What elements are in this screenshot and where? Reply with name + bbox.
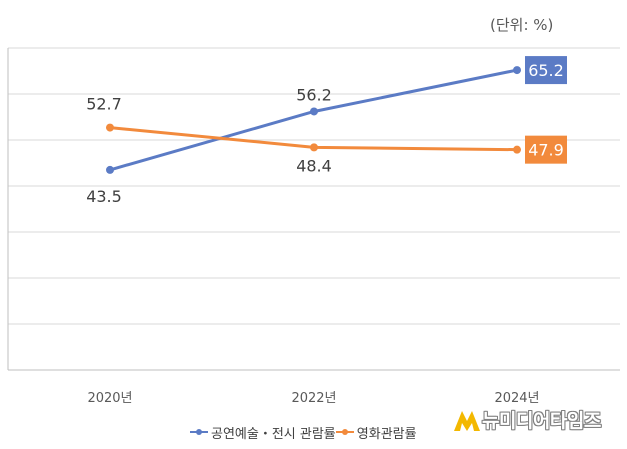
data-label: 47.9: [528, 141, 564, 160]
watermark-text: 뉴미디어타임즈: [482, 410, 601, 432]
data-point: [106, 165, 114, 174]
gridlines: [8, 47, 620, 325]
data-point: [310, 107, 318, 116]
data-labels: 43.5 56.2 52.7 48.4 65.2 47.9: [86, 56, 567, 206]
data-point: [513, 66, 521, 75]
x-tick-label: 2024년: [494, 391, 539, 406]
series-points: [106, 66, 521, 174]
data-label: 56.2: [296, 85, 332, 104]
legend-label-movie: 영화관람률: [356, 426, 417, 442]
legend-marker-performing-arts: [190, 427, 208, 437]
data-point: [106, 123, 114, 132]
data-point: [310, 143, 318, 152]
axes: [7, 48, 620, 371]
unit-label: (단위: %): [490, 16, 554, 34]
data-label: 52.7: [86, 95, 122, 114]
legend-item-movie: 영화관람률: [335, 423, 417, 442]
data-label: 65.2: [528, 61, 564, 80]
legend-item-performing-arts: 공연예술・전시 관람률: [190, 423, 336, 442]
x-axis-tick-labels: 2020년 2022년 2024년: [87, 391, 539, 406]
legend: 공연예술・전시 관람률 영화관람률: [190, 423, 417, 442]
x-tick-label: 2020년: [87, 391, 132, 406]
legend-label-performing-arts: 공연예술・전시 관람률: [211, 426, 336, 442]
data-label: 48.4: [296, 156, 332, 175]
data-label-box: [525, 135, 567, 164]
data-label-box: [525, 56, 567, 85]
legend-marker-movie: [335, 427, 354, 437]
logo-icon: [454, 410, 480, 431]
x-tick-label: 2022년: [291, 391, 336, 406]
data-point: [513, 145, 521, 154]
watermark: 뉴미디어타임즈: [452, 406, 601, 433]
data-label: 43.5: [86, 187, 122, 206]
